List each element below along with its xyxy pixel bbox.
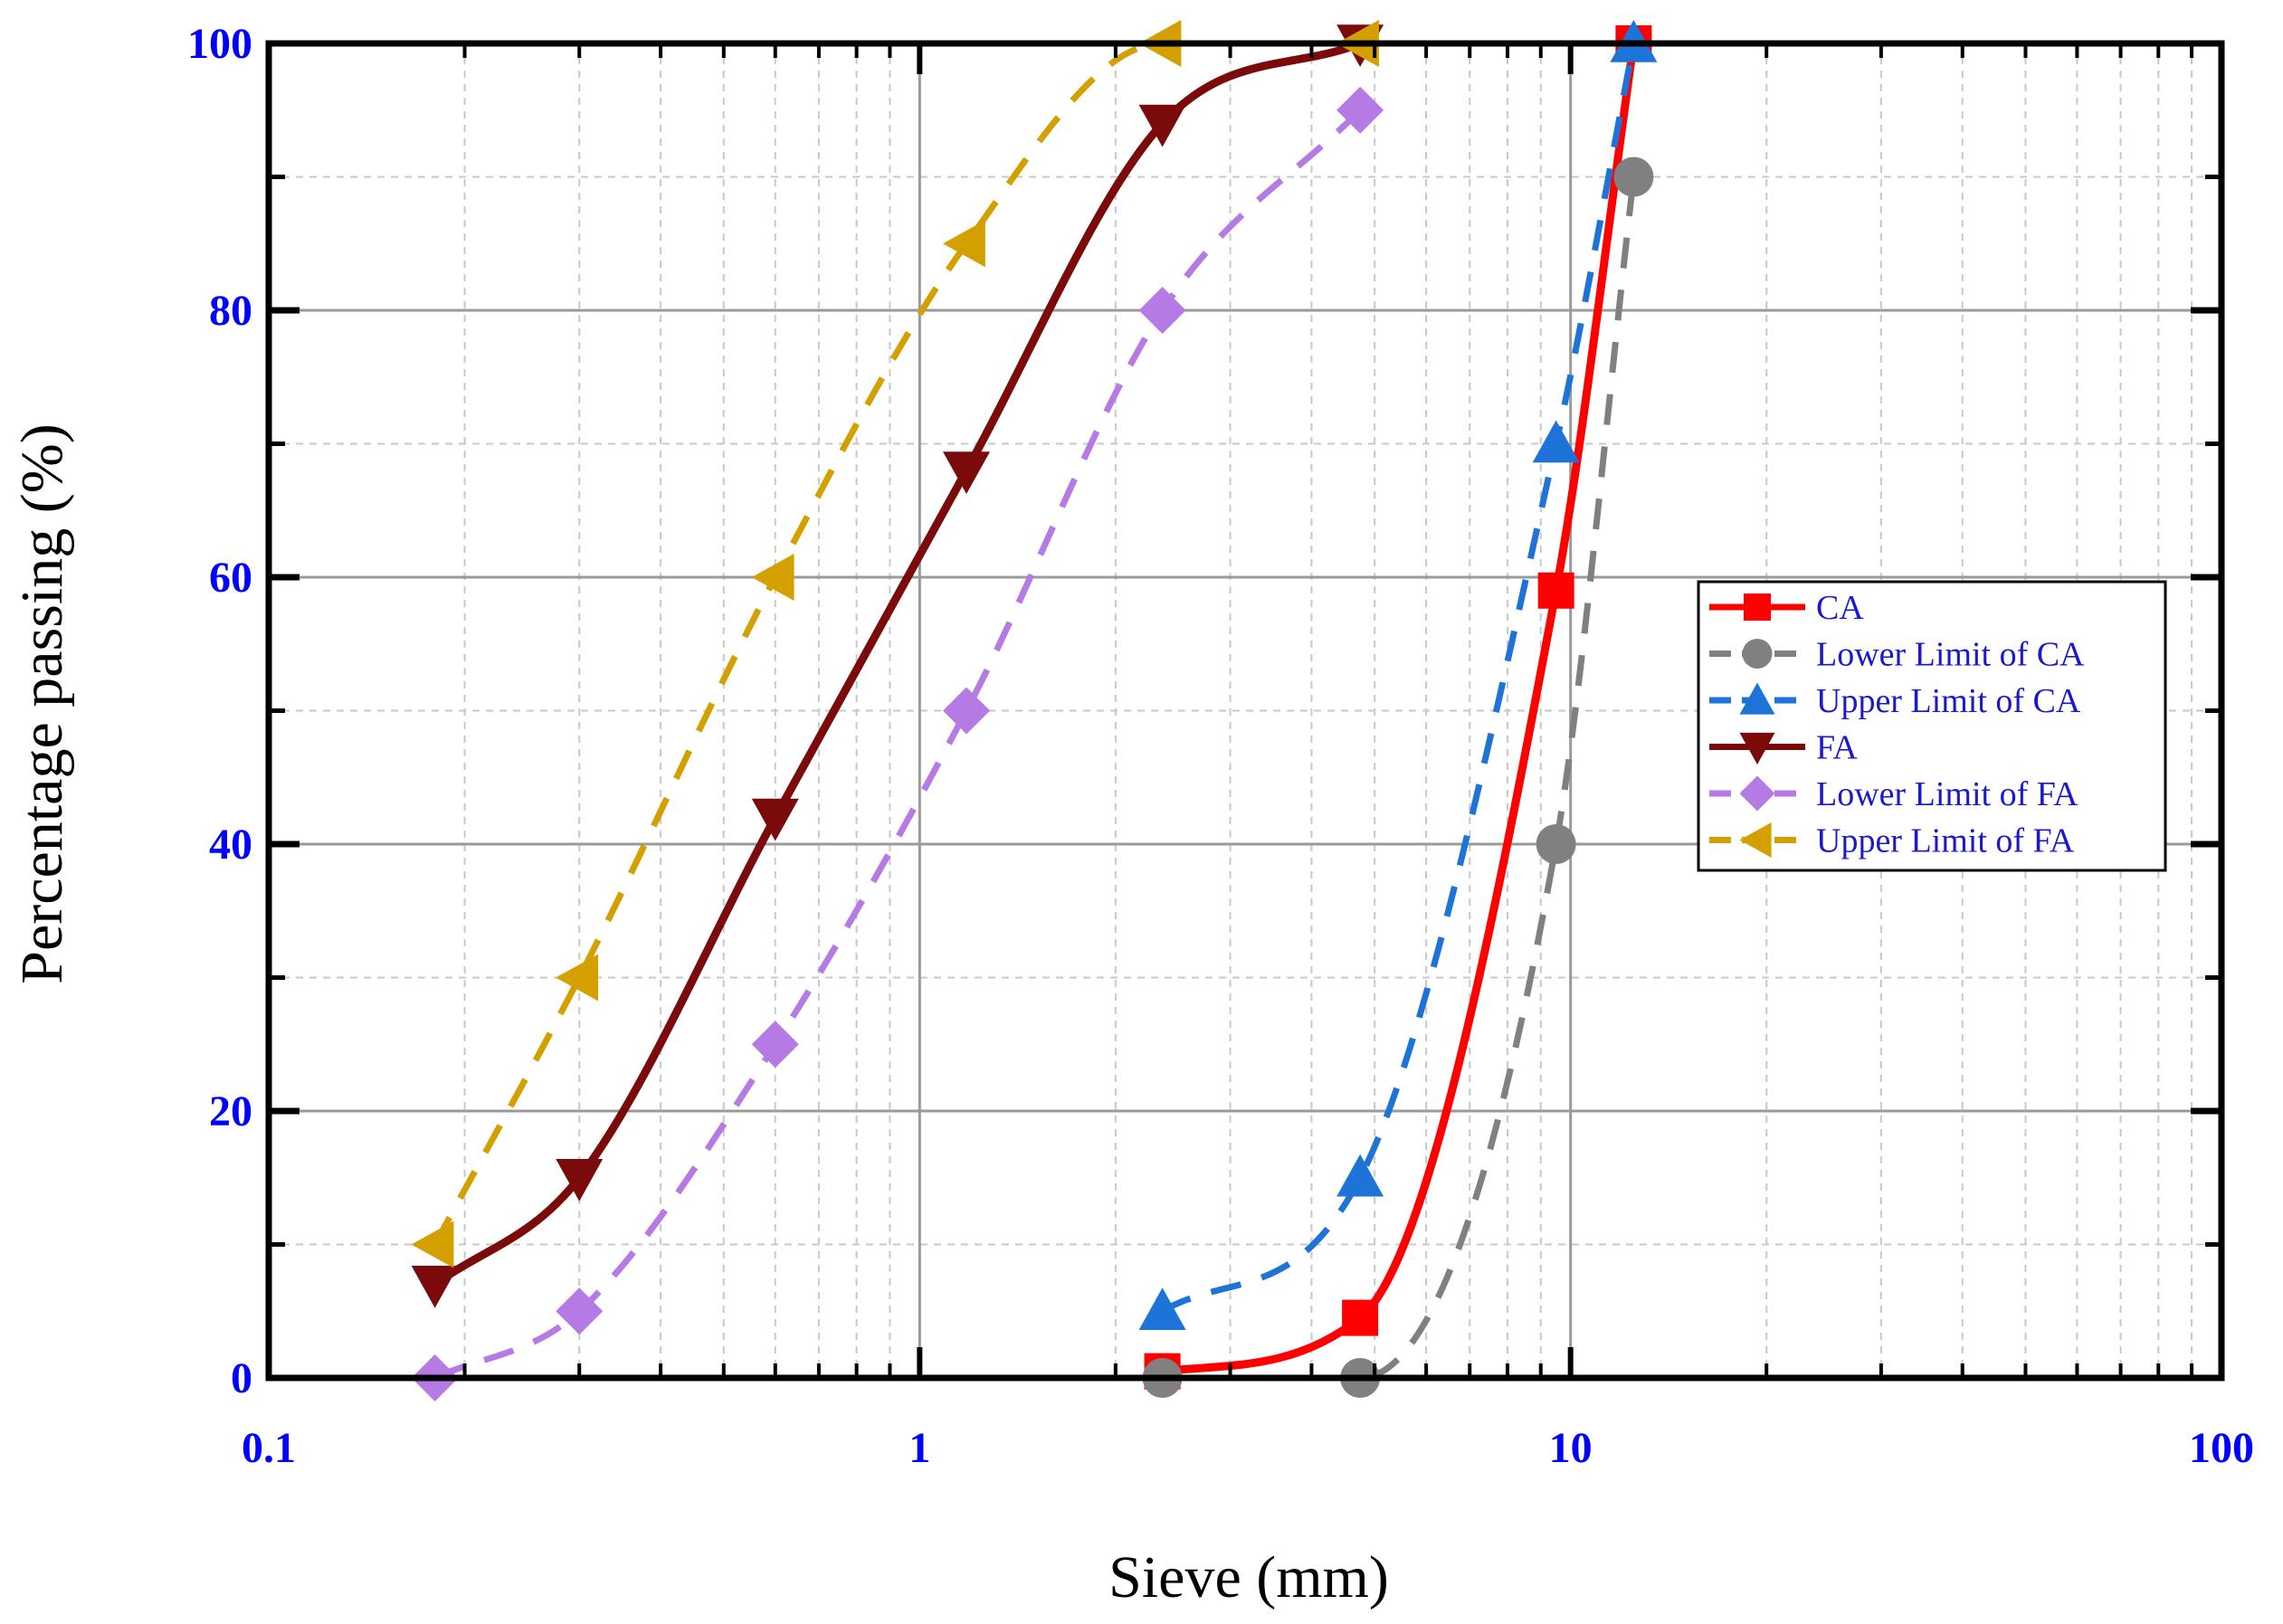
legend-item: Upper Limit of CA: [1709, 682, 2081, 720]
x-axis-title: Sieve (mm): [1108, 1544, 1389, 1610]
data-point-marker: [1532, 420, 1580, 463]
series-upper-limit-of-ca: [1160, 43, 1637, 1315]
x-tick-label: 0.1: [242, 1424, 296, 1472]
legend-marker: [1739, 775, 1775, 812]
data-point-marker: [1613, 157, 1654, 197]
data-point-marker: [411, 1265, 459, 1308]
legend-item: CA: [1709, 589, 1864, 627]
series-lower-limit-of-ca: [1162, 176, 1637, 1378]
data-point-marker: [943, 687, 991, 735]
legend-marker: [1739, 732, 1775, 765]
data-point-marker: [751, 798, 799, 841]
legend-item: FA: [1709, 729, 1858, 767]
legend-marker: [1739, 682, 1775, 715]
y-tick-label: 80: [209, 287, 252, 335]
series-markers: [1142, 157, 1654, 1398]
y-tick-label: 0: [231, 1354, 252, 1402]
data-point-marker: [556, 1158, 604, 1201]
series-ca: [1162, 43, 1638, 1376]
data-point-marker: [411, 1220, 454, 1268]
y-tick-label: 100: [187, 20, 252, 68]
x-tick-label: 1: [908, 1424, 930, 1472]
legend-item: Lower Limit of FA: [1709, 775, 2078, 813]
data-point-marker: [943, 220, 985, 268]
y-tick-label: 60: [209, 554, 252, 602]
legend-label: CA: [1816, 589, 1864, 627]
data-point-marker: [556, 954, 599, 1002]
legend-marker: [1742, 639, 1773, 669]
legend-item: Lower Limit of CA: [1709, 636, 2085, 674]
data-point-marker: [1138, 1287, 1186, 1331]
data-point-marker: [1536, 824, 1576, 864]
series-line: [1162, 176, 1637, 1378]
legend-label: Upper Limit of FA: [1816, 822, 2075, 860]
data-point-marker: [1537, 572, 1574, 609]
data-point-marker: [943, 451, 991, 494]
y-tick-label: 40: [209, 821, 252, 869]
legend-item: Upper Limit of FA: [1709, 822, 2075, 860]
x-tick-label: 10: [1549, 1424, 1593, 1472]
data-point-marker: [1138, 287, 1186, 334]
tick-labels: 0.1 1 10 100 0 20 40 60 80 100: [187, 20, 2254, 1472]
legend-box: [1697, 580, 2167, 872]
series-line: [1162, 43, 1638, 1376]
data-series: [411, 20, 1658, 1401]
legend-marker: [1739, 822, 1772, 858]
y-tick-label: 20: [209, 1087, 252, 1135]
data-point-marker: [1337, 1154, 1384, 1197]
data-point-marker: [556, 1287, 604, 1335]
legend: CA Lower Limit of CA Upper Limit of CA FA Lo…: [1697, 580, 2167, 872]
data-point-marker: [751, 1021, 799, 1068]
data-point-marker: [1337, 86, 1384, 134]
series-line: [1160, 43, 1637, 1315]
legend-label: Lower Limit of CA: [1816, 636, 2085, 674]
legend-label: Lower Limit of FA: [1816, 775, 2078, 813]
legend-label: FA: [1816, 729, 1858, 767]
data-point-marker: [751, 554, 794, 601]
legend-label: Upper Limit of CA: [1816, 682, 2081, 720]
data-point-marker: [1342, 1299, 1379, 1336]
y-axis-title: Percentage passing (%): [9, 423, 75, 983]
axis-ticks: [266, 40, 2224, 1382]
legend-marker: [1744, 594, 1771, 621]
data-point-marker: [1138, 104, 1186, 147]
x-tick-label: 100: [2189, 1424, 2254, 1472]
